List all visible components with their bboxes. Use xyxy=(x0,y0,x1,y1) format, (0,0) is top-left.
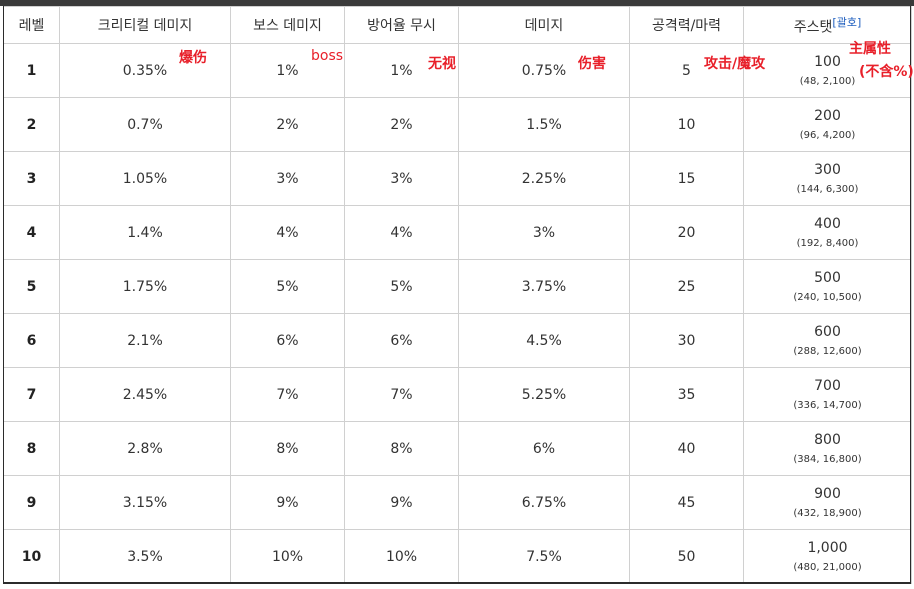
header-main-stat-label: 주스탯 xyxy=(793,19,833,36)
cell-main-stat: 100 (48, 2,100) xyxy=(743,43,912,98)
main-stat-value: 1,000 xyxy=(807,539,848,556)
main-stat-value: 300 xyxy=(814,161,841,178)
cell-damage: 3% xyxy=(458,205,630,260)
cell-crit-damage: 1.75% xyxy=(59,259,231,314)
cell-damage: 4.5% xyxy=(458,313,630,368)
cell-ignore-defense: 6% xyxy=(344,313,459,368)
main-stat-value: 900 xyxy=(814,485,841,502)
main-stat-breakdown: (48, 2,100) xyxy=(799,75,856,87)
cell-main-stat: 1,000 (480, 21,000) xyxy=(743,529,912,584)
cell-attack: 50 xyxy=(629,529,744,584)
header-boss-damage: 보스 데미지 xyxy=(230,6,345,44)
cell-attack: 30 xyxy=(629,313,744,368)
stats-table: 레벨 크리티컬 데미지 보스 데미지 방어율 무시 데미지 공격력/마력 주스탯… xyxy=(3,6,912,584)
main-stat-breakdown: (96, 4,200) xyxy=(799,129,856,141)
cell-boss-damage: 10% xyxy=(230,529,345,584)
table-row: 3 1.05% 3% 3% 2.25% 15 300 (144, 6,300) xyxy=(3,151,912,206)
cell-damage: 6.75% xyxy=(458,475,630,530)
cell-level: 5 xyxy=(3,259,60,314)
annotation-boss: boss xyxy=(311,48,344,64)
table-row: 9 3.15% 9% 9% 6.75% 45 900 (432, 18,900) xyxy=(3,475,912,530)
cell-crit-damage: 2.45% xyxy=(59,367,231,422)
cell-ignore-defense: 4% xyxy=(344,205,459,260)
top-bar xyxy=(0,0,914,6)
cell-boss-damage: 1% xyxy=(230,43,345,98)
table-row: 5 1.75% 5% 5% 3.75% 25 500 (240, 10,500) xyxy=(3,259,912,314)
cell-ignore-defense: 5% xyxy=(344,259,459,314)
header-ignore-defense: 방어율 무시 xyxy=(344,6,459,44)
cell-attack: 10 xyxy=(629,97,744,152)
cell-level: 6 xyxy=(3,313,60,368)
main-stat-breakdown: (240, 10,500) xyxy=(793,291,862,303)
cell-level: 7 xyxy=(3,367,60,422)
annotation-main-stat-note: (不含%) xyxy=(859,64,914,80)
main-stat-breakdown: (192, 8,400) xyxy=(796,237,859,249)
cell-ignore-defense: 9% xyxy=(344,475,459,530)
cell-ignore-defense: 8% xyxy=(344,421,459,476)
main-stat-breakdown: (288, 12,600) xyxy=(793,345,862,357)
cell-boss-damage: 3% xyxy=(230,151,345,206)
main-stat-breakdown: (480, 21,000) xyxy=(793,561,862,573)
table-row: 10 3.5% 10% 10% 7.5% 50 1,000 (480, 21,000) xyxy=(3,529,912,584)
main-stat-value: 200 xyxy=(814,107,841,124)
annotation-damage: 伤害 xyxy=(578,56,606,72)
cell-boss-damage: 8% xyxy=(230,421,345,476)
header-level: 레벨 xyxy=(3,6,60,44)
annotation-ignore: 无视 xyxy=(428,56,456,72)
header-row: 레벨 크리티컬 데미지 보스 데미지 방어율 무시 데미지 공격력/마력 주스탯… xyxy=(3,6,912,44)
cell-level: 4 xyxy=(3,205,60,260)
cell-ignore-defense: 7% xyxy=(344,367,459,422)
table-row: 1 0.35% 1% 1% 0.75% 5 100 (48, 2,100) xyxy=(3,43,912,98)
main-stat-value: 600 xyxy=(814,323,841,340)
cell-main-stat: 300 (144, 6,300) xyxy=(743,151,912,206)
table-row: 4 1.4% 4% 4% 3% 20 400 (192, 8,400) xyxy=(3,205,912,260)
cell-damage: 1.5% xyxy=(458,97,630,152)
cell-damage: 3.75% xyxy=(458,259,630,314)
cell-ignore-defense: 2% xyxy=(344,97,459,152)
annotation-crit: 爆伤 xyxy=(179,50,207,66)
cell-crit-damage: 0.7% xyxy=(59,97,231,152)
cell-level: 3 xyxy=(3,151,60,206)
header-crit-damage: 크리티컬 데미지 xyxy=(59,6,231,44)
cell-boss-damage: 4% xyxy=(230,205,345,260)
main-stat-breakdown: (432, 18,900) xyxy=(793,507,862,519)
main-stat-value: 500 xyxy=(814,269,841,286)
cell-crit-damage: 1.05% xyxy=(59,151,231,206)
header-main-stat: 주스탯[괄호] xyxy=(743,6,912,44)
header-attack: 공격력/마력 xyxy=(629,6,744,44)
table-row: 8 2.8% 8% 8% 6% 40 800 (384, 16,800) xyxy=(3,421,912,476)
main-stat-breakdown: (144, 6,300) xyxy=(796,183,859,195)
cell-boss-damage: 7% xyxy=(230,367,345,422)
main-stat-value: 100 xyxy=(814,53,841,70)
cell-damage: 0.75% xyxy=(458,43,630,98)
cell-main-stat: 800 (384, 16,800) xyxy=(743,421,912,476)
cell-crit-damage: 3.5% xyxy=(59,529,231,584)
cell-attack: 25 xyxy=(629,259,744,314)
cell-main-stat: 900 (432, 18,900) xyxy=(743,475,912,530)
cell-crit-damage: 3.15% xyxy=(59,475,231,530)
header-damage: 데미지 xyxy=(458,6,630,44)
cell-boss-damage: 6% xyxy=(230,313,345,368)
table-frame xyxy=(3,6,911,584)
cell-attack: 5 xyxy=(629,43,744,98)
annotation-attack: 攻击/魔攻 xyxy=(704,56,766,72)
main-stat-value: 800 xyxy=(814,431,841,448)
cell-crit-damage: 2.8% xyxy=(59,421,231,476)
main-stat-breakdown: (336, 14,700) xyxy=(793,399,862,411)
cell-main-stat: 600 (288, 12,600) xyxy=(743,313,912,368)
cell-level: 9 xyxy=(3,475,60,530)
cell-main-stat: 400 (192, 8,400) xyxy=(743,205,912,260)
main-stat-value: 700 xyxy=(814,377,841,394)
cell-damage: 7.5% xyxy=(458,529,630,584)
bracket-link[interactable]: [괄호] xyxy=(832,15,862,29)
annotation-main-stat: 主属性 xyxy=(849,41,891,57)
main-stat-breakdown: (384, 16,800) xyxy=(793,453,862,465)
main-stat-value: 400 xyxy=(814,215,841,232)
table-row: 7 2.45% 7% 7% 5.25% 35 700 (336, 14,700) xyxy=(3,367,912,422)
cell-main-stat: 700 (336, 14,700) xyxy=(743,367,912,422)
